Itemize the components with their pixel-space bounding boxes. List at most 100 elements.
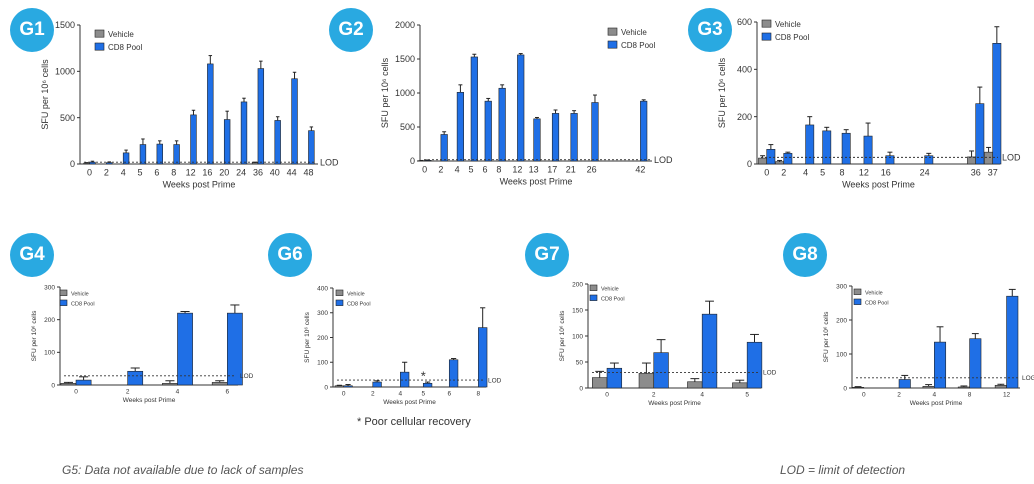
- y-tick-label: 500: [400, 122, 415, 132]
- x-axis-label: Weeks post Prime: [123, 397, 176, 404]
- y-tick-label: 1500: [55, 20, 75, 30]
- panel-badge-g3: G3: [688, 8, 732, 52]
- y-tick-label: 300: [317, 310, 328, 317]
- bar-vehicle: [638, 373, 655, 389]
- legend-swatch-vehicle: [59, 289, 68, 296]
- bar-vehicle: [758, 157, 768, 165]
- legend-label-vehicle: Vehicle: [601, 286, 619, 292]
- x-tick-label: 4: [700, 391, 704, 398]
- bar-cd8: [400, 371, 410, 388]
- chart-g2: 0 500 1000 1500 2000 SFU per 10⁶ cells Weeks p…: [380, 20, 673, 186]
- x-axis-label: Weeks post Prime: [648, 400, 701, 407]
- x-axis-label: Weeks post Prime: [383, 399, 436, 406]
- x-tick-label: 26: [587, 165, 597, 175]
- x-tick-label: 0: [422, 165, 427, 175]
- panel-badge-g2: G2: [329, 8, 373, 52]
- x-tick-label: 17: [547, 165, 557, 175]
- bar-cd8: [139, 144, 147, 165]
- bar-cd8: [551, 113, 560, 162]
- legend-swatch-vehicle: [853, 288, 862, 295]
- lod-label: LOD: [488, 377, 502, 384]
- y-tick-label: 300: [44, 284, 55, 291]
- legend-label-cd8: CD8 Pool: [347, 301, 371, 307]
- chart-g1: 0 500 1000 1500 SFU per 10⁶ cells Weeks post …: [40, 20, 339, 189]
- legend-label-vehicle: Vehicle: [621, 28, 647, 37]
- bar-cd8: [456, 92, 464, 162]
- bar-cd8: [969, 338, 982, 389]
- bar-cd8: [484, 100, 492, 162]
- legend-label-vehicle: Vehicle: [775, 20, 801, 29]
- y-tick-label: 0: [324, 384, 328, 391]
- bar-cd8: [470, 56, 478, 162]
- y-tick-label: 150: [572, 307, 583, 314]
- y-tick-label: 0: [51, 382, 55, 389]
- bar-cd8: [517, 54, 525, 162]
- x-tick-label: 4: [455, 165, 460, 175]
- g5-footnote: G5: Data not available due to lack of sa…: [62, 463, 304, 477]
- legend-label-cd8: CD8 Pool: [865, 300, 889, 306]
- bar-vehicle: [334, 385, 345, 388]
- x-tick-label: 5: [469, 165, 474, 175]
- panel-badge-g8: G8: [783, 233, 827, 277]
- bar-vehicle: [211, 382, 228, 386]
- x-tick-label: 12: [859, 168, 869, 178]
- x-axis-label: Weeks post Prime: [910, 400, 963, 407]
- bar-cd8: [533, 118, 541, 162]
- y-tick-label: 200: [317, 335, 328, 342]
- legend-label-cd8: CD8 Pool: [601, 296, 625, 302]
- y-tick-label: 1500: [395, 54, 415, 64]
- y-tick-label: 600: [737, 17, 752, 27]
- x-tick-label: 44: [287, 168, 297, 178]
- y-tick-label: 300: [836, 283, 847, 290]
- bar-vehicle: [994, 384, 1007, 389]
- bar-cd8: [498, 87, 506, 162]
- y-axis-label: SFU per 10⁶ cells: [717, 57, 727, 128]
- lod-label: LOD: [654, 155, 673, 165]
- x-tick-label: 42: [635, 165, 645, 175]
- y-tick-label: 100: [572, 333, 583, 340]
- poor-recovery-note: * Poor cellular recovery: [357, 416, 471, 428]
- bar-cd8: [173, 144, 180, 165]
- x-tick-label: 13: [529, 165, 539, 175]
- y-axis-label: SFU per 10⁶ cells: [31, 310, 38, 361]
- legend-swatch-cd8: [761, 32, 772, 41]
- legend-label-vehicle: Vehicle: [108, 30, 134, 39]
- y-tick-label: 400: [737, 64, 752, 74]
- legend-swatch-vehicle: [335, 289, 344, 296]
- legend-label-vehicle: Vehicle: [865, 290, 883, 296]
- x-tick-label: 6: [226, 388, 230, 395]
- x-tick-label: 2: [438, 165, 443, 175]
- x-tick-label: 8: [496, 165, 501, 175]
- bar-cd8: [156, 143, 163, 165]
- x-tick-label: 36: [253, 168, 263, 178]
- bar-cd8: [863, 135, 873, 165]
- legend-label-cd8: CD8 Pool: [108, 43, 142, 52]
- bar-vehicle: [957, 386, 970, 389]
- bar-vehicle: [984, 151, 994, 165]
- y-axis-label: SFU per 10⁶ cells: [380, 57, 390, 128]
- x-tick-label: 0: [342, 390, 346, 397]
- bar-cd8: [805, 124, 815, 165]
- x-tick-label: 2: [652, 391, 656, 398]
- bar-cd8: [783, 153, 793, 165]
- bar-vehicle: [60, 383, 77, 386]
- x-tick-label: 4: [933, 391, 937, 398]
- bar-cd8: [606, 367, 623, 389]
- lod-label: LOD: [320, 157, 339, 167]
- lod-label: LOD: [1002, 153, 1021, 163]
- bar-vehicle: [732, 382, 748, 389]
- x-tick-label: 8: [477, 390, 481, 397]
- panel-badge-g6: G6: [268, 233, 312, 277]
- y-tick-label: 0: [747, 159, 752, 169]
- bar-cd8: [841, 132, 851, 165]
- x-tick-label: 6: [482, 165, 487, 175]
- bar-cd8: [372, 381, 382, 388]
- legend-swatch-cd8: [94, 42, 105, 51]
- y-tick-label: 1000: [395, 88, 415, 98]
- bar-cd8: [274, 120, 281, 165]
- bar-cd8: [440, 134, 448, 162]
- lod-label: LOD: [763, 370, 777, 377]
- y-tick-label: 500: [60, 113, 75, 123]
